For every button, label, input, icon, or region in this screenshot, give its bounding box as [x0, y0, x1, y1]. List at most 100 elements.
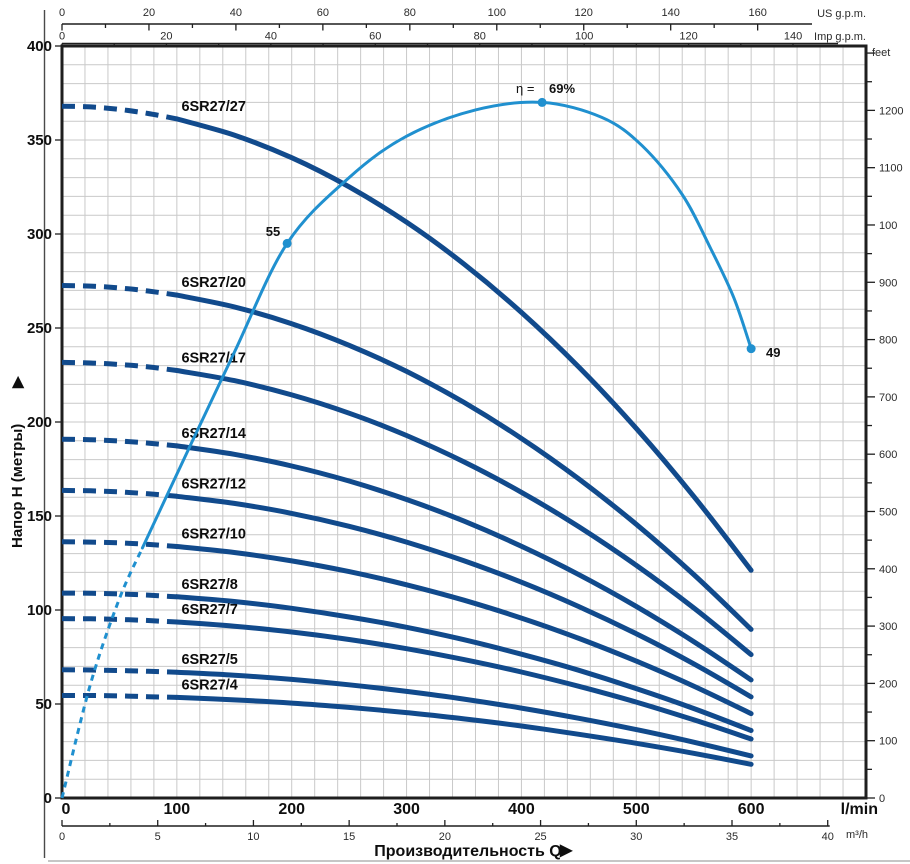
pump-curve-label: 6SR27/20	[181, 275, 246, 291]
m3h-unit-label: m³/h	[846, 829, 868, 841]
m3h-tick-label: 5	[155, 831, 161, 843]
h-axis-tick-label: 150	[27, 508, 52, 525]
efficiency-curve-dashed-segment	[60, 547, 144, 799]
us-gpm-tick-label: 0	[59, 7, 65, 19]
pump-curve-label: 6SR27/7	[181, 602, 237, 618]
efficiency-curve	[140, 100, 753, 550]
pump-curve-label: 6SR27/12	[181, 476, 246, 492]
pump-curve-dashed-segment	[61, 283, 178, 298]
imp-gpm-tick-label: 100	[575, 31, 593, 43]
lmin-tick-label: 0	[62, 801, 71, 818]
efficiency-layer	[60, 97, 756, 799]
us-gpm-tick-label: 160	[748, 7, 766, 19]
pump-curve	[174, 116, 754, 573]
pump-curve	[174, 493, 754, 700]
lmin-unit-label: l/min	[841, 801, 878, 818]
m3h-tick-label: 20	[439, 831, 451, 843]
pump-curve-dashed-segment	[61, 103, 178, 122]
m3h-tick-label: 30	[630, 831, 642, 843]
feet-tick-label: 700	[879, 392, 897, 404]
curves-layer: 6SR27/27 6SR27/20 6SR27/17 6SR27/14 6SR27/12…	[61, 99, 754, 767]
pump-curve	[174, 594, 754, 733]
pump-curve-dashed-segment	[61, 436, 178, 449]
feet-tick-label: 600	[879, 449, 897, 461]
feet-tick-label: 900	[879, 277, 897, 289]
h-axis-tick-label: 200	[27, 414, 52, 431]
pump-curve	[174, 669, 754, 759]
lmin-tick-label: 100	[164, 801, 191, 818]
h-axis-tick-label: 0	[44, 790, 52, 807]
pump-curve	[174, 368, 754, 658]
pump-curve-label: 6SR27/4	[181, 677, 237, 693]
h-axis-tick-label: 300	[27, 226, 52, 243]
y-axis-title: Напор H (метры)	[9, 424, 26, 548]
pump-curve	[174, 619, 754, 742]
feet-tick-label: 400	[879, 564, 897, 576]
feet-tick-label: 100	[879, 220, 897, 232]
y-axis-title-group: Напор H (метры) ▶	[9, 375, 26, 548]
imp-gpm-tick-label: 60	[369, 31, 381, 43]
feet-tick-label: 300	[879, 621, 897, 633]
m3h-tick-label: 15	[343, 831, 355, 843]
h-axis-tick-label: 250	[27, 320, 52, 337]
pump-curve-dashed-segment	[61, 539, 178, 549]
m3h-tick-label: 0	[59, 831, 65, 843]
us-gpm-tick-label: 20	[143, 7, 155, 19]
pump-curve-label: 6SR27/17	[181, 350, 246, 366]
x-axis-title: Производительность Q	[374, 843, 561, 860]
pump-curve	[174, 544, 754, 717]
y-axis-title-arrow-icon: ▶	[9, 375, 26, 389]
pump-curve	[174, 443, 754, 683]
pump-curve-dashed-segment	[61, 590, 178, 600]
lmin-tick-label: 600	[738, 801, 765, 818]
us-gpm-tick-label: 40	[230, 7, 242, 19]
efficiency-marker-dot	[746, 344, 756, 354]
imp-gpm-tick-label: 40	[265, 31, 277, 43]
feet-tick-label: 100	[879, 736, 897, 748]
efficiency-mid-value-label: 55	[266, 224, 280, 239]
h-axis-tick-label: 50	[35, 696, 52, 713]
us-gpm-unit-label: US g.p.m.	[817, 8, 866, 20]
x-axis-title-arrow-icon: ▶	[559, 842, 573, 859]
lmin-tick-label: 200	[278, 801, 305, 818]
pump-curve	[174, 694, 754, 767]
pump-curve-dashed-segment	[61, 616, 178, 625]
pump-curve-dashed-segment	[61, 487, 178, 499]
feet-tick-label: 1200	[879, 105, 903, 117]
pump-curve-label: 6SR27/5	[181, 652, 237, 668]
us-gpm-tick-label: 120	[575, 7, 593, 19]
m3h-tick-label: 35	[726, 831, 738, 843]
lmin-tick-label: 300	[393, 801, 420, 818]
efficiency-marker-dot	[537, 97, 547, 107]
pump-curve-dashed-segment	[62, 693, 177, 700]
feet-tick-label: 200	[879, 678, 897, 690]
pump-curve-label: 6SR27/27	[181, 99, 246, 115]
feet-tick-label: 1100	[879, 163, 903, 175]
us-gpm-tick-label: 100	[488, 7, 506, 19]
feet-unit-label: feet	[872, 47, 890, 59]
pump-curve-dashed-segment	[61, 359, 178, 373]
h-axis-tick-label: 400	[27, 38, 52, 55]
efficiency-end-value-label: 49	[766, 345, 780, 360]
m3h-tick-label: 25	[534, 831, 546, 843]
pump-curve-label: 6SR27/8	[181, 577, 237, 593]
imp-gpm-tick-label: 140	[784, 31, 802, 43]
efficiency-marker-dot	[282, 238, 292, 248]
imp-gpm-tick-label: 20	[160, 31, 172, 43]
imp-gpm-tick-label: 80	[474, 31, 486, 43]
lmin-tick-label: 500	[623, 801, 650, 818]
imp-gpm-tick-label: 0	[59, 31, 65, 43]
efficiency-peak-value-label: 69%	[549, 81, 575, 96]
feet-tick-label: 800	[879, 335, 897, 347]
lmin-tick-label: 400	[508, 801, 535, 818]
h-axis-tick-label: 100	[27, 602, 52, 619]
us-gpm-tick-label: 60	[317, 7, 329, 19]
us-gpm-tick-label: 140	[662, 7, 680, 19]
m3h-tick-label: 10	[247, 831, 259, 843]
feet-tick-label: 0	[879, 793, 885, 805]
pump-curve	[174, 292, 754, 632]
imp-gpm-unit-label: Imp g.p.m.	[814, 31, 866, 43]
feet-tick-label: 500	[879, 506, 897, 518]
